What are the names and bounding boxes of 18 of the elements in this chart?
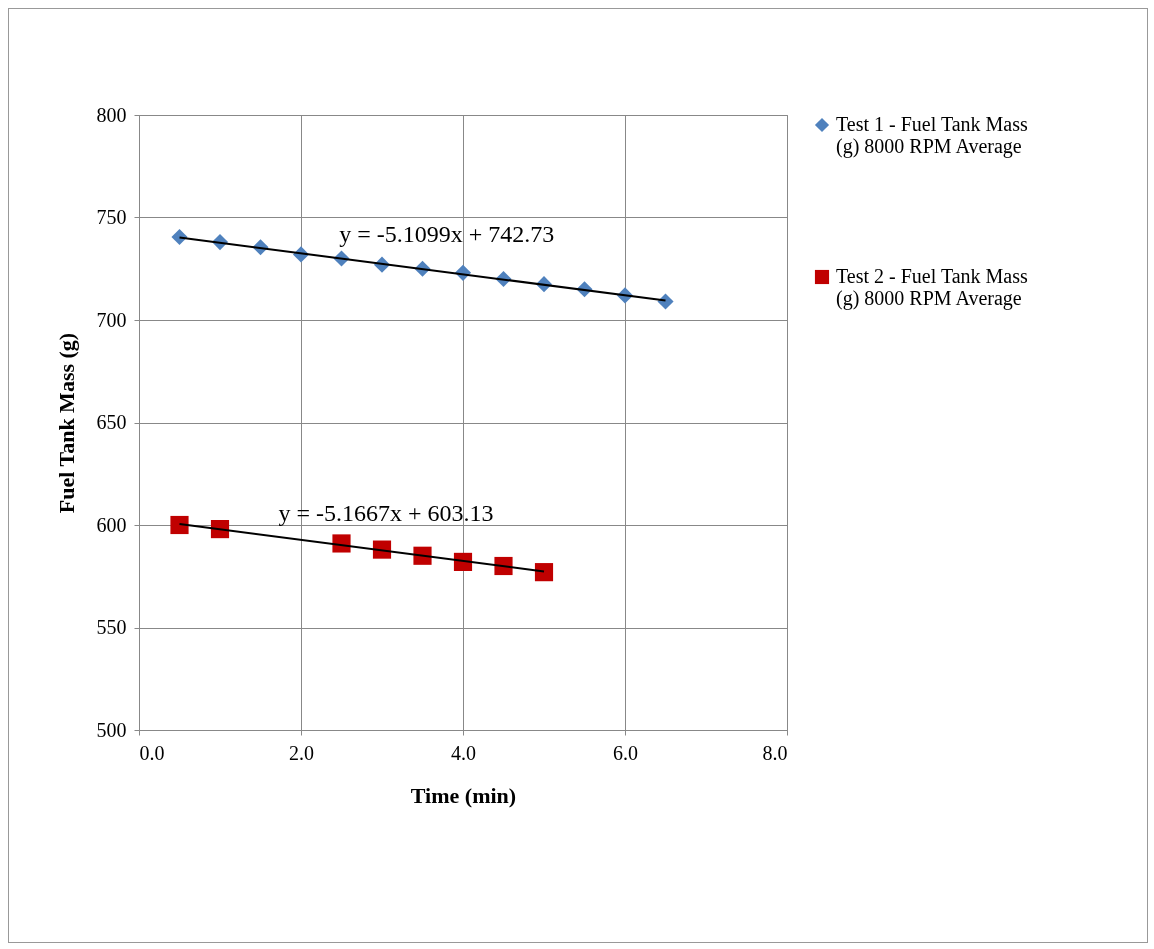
y-tick-label: 700	[96, 308, 127, 331]
x-tick-label: 0.0	[139, 741, 165, 764]
x-tick-label: 8.0	[762, 741, 788, 764]
x-tick-label: 2.0	[289, 741, 314, 764]
annotation: y = -5.1099x + 742.73	[339, 221, 555, 248]
x-tick-label: 6.0	[613, 741, 638, 764]
y-tick-label: 750	[96, 206, 127, 228]
y-tick-label: 550	[96, 616, 127, 638]
y-tick-label: 800	[96, 103, 127, 126]
annotation: y = -5.1667x + 603.13	[278, 499, 494, 526]
y-tick-label: 600	[96, 513, 127, 536]
x-tick-label: 4.0	[451, 741, 476, 764]
legend-label: Test 2 - Fuel Tank Mass (g) 8000 RPM Average	[836, 265, 1029, 310]
y-axis-title: Fuel Tank Mass (g)	[53, 332, 79, 514]
x-axis-title: Time (min)	[410, 782, 517, 808]
y-tick-label: 650	[96, 411, 127, 433]
legend-label: Test 1 - Fuel Tank Mass (g) 8000 RPM Average	[836, 113, 1029, 158]
y-tick-label: 500	[96, 718, 127, 741]
